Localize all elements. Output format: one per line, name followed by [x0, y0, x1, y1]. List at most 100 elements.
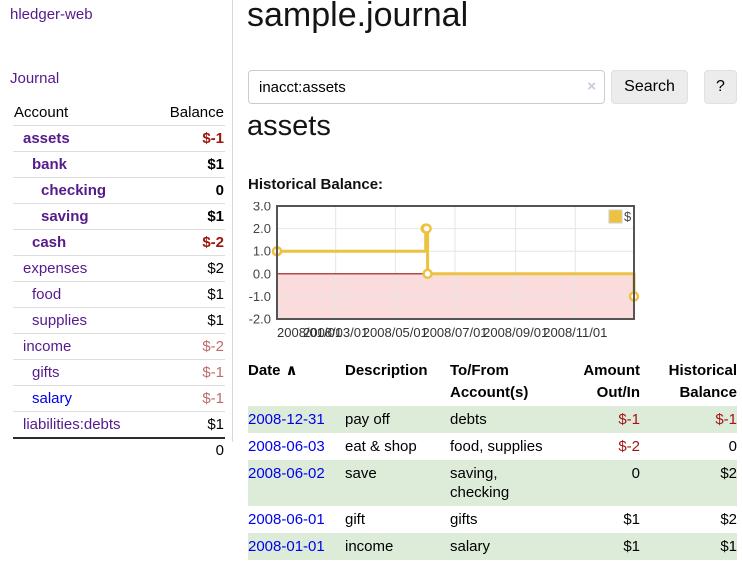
svg-text:2008/01/01: 2008/01/01: [277, 325, 342, 340]
register-row: 2008-01-01 income salary $1 $1: [248, 533, 737, 560]
account-heading: assets: [247, 110, 331, 142]
transaction-accounts: salary: [450, 538, 491, 555]
account-link-salary[interactable]: salary: [32, 390, 73, 407]
transaction-date-link[interactable]: 2008-06-03: [248, 438, 325, 455]
svg-text:-1.0: -1.0: [249, 289, 271, 304]
svg-text:-2.0: -2.0: [249, 312, 271, 327]
accounts-table-header: Account Balance: [13, 100, 225, 126]
register-header-row: Date ∧ Description To/From Account(s) Amount…: [248, 360, 737, 406]
transaction-date-link[interactable]: 2008-01-01: [248, 538, 325, 555]
transaction-amount: $-2: [618, 438, 640, 455]
transaction-date-link[interactable]: 2008-06-02: [248, 465, 325, 482]
app-brand-link[interactable]: hledger-web: [10, 6, 93, 23]
register-table: Date ∧ Description To/From Account(s) Amount…: [248, 360, 737, 560]
accounts-header-account: Account: [14, 104, 69, 121]
sidebar-item-journal[interactable]: Journal: [10, 70, 60, 87]
account-link-assets[interactable]: assets: [23, 130, 70, 147]
svg-text:2008/03/01: 2008/03/01: [303, 325, 368, 340]
account-balance: $1: [152, 151, 225, 178]
historical-balance-label: Historical Balance:: [248, 176, 384, 193]
page-title: sample.journal: [247, 0, 469, 34]
account-link-income[interactable]: income: [23, 338, 72, 355]
register-row: 2008-06-01 gift gifts $1 $2: [248, 506, 737, 533]
account-row: cash $-2: [13, 229, 225, 256]
accounts-total-row: 0: [13, 437, 225, 462]
account-row: salary $-1: [13, 385, 225, 412]
account-link-food[interactable]: food: [32, 286, 62, 303]
search-input[interactable]: [248, 70, 605, 104]
search-box: ×: [248, 70, 605, 104]
account-row: assets $-1: [13, 125, 225, 152]
accounts-table: Account Balance assets $-1 bank $1 checking 0…: [13, 100, 225, 462]
transaction-balance: $-1: [715, 411, 737, 428]
search-button[interactable]: Search: [611, 70, 688, 104]
account-link-bank[interactable]: bank: [32, 156, 68, 173]
account-balance: $-2: [152, 229, 225, 256]
register-col-amount-out-in: Amount Out/In: [583, 362, 640, 401]
account-link-checking[interactable]: checking: [41, 182, 107, 199]
transaction-accounts: debts: [450, 411, 487, 428]
accounts-total-value: 0: [13, 437, 225, 462]
account-row: liabilities:debts $1: [13, 411, 225, 438]
transaction-balance: 0: [728, 438, 737, 455]
transaction-accounts: saving, checking: [450, 465, 510, 501]
account-balance: 0: [152, 177, 225, 204]
account-balance: $1: [152, 307, 225, 334]
register-col-to-from-account-s-: To/From Account(s): [450, 362, 529, 401]
svg-text:2008/07/01: 2008/07/01: [422, 325, 487, 340]
account-link-expenses[interactable]: expenses: [23, 260, 88, 277]
transaction-date-link[interactable]: 2008-12-31: [248, 411, 325, 428]
help-button[interactable]: ?: [704, 70, 737, 104]
transaction-accounts: gifts: [450, 511, 478, 528]
accounts-header-balance: Balance: [169, 104, 224, 121]
register-col-date[interactable]: Date ∧: [248, 362, 298, 379]
legend-swatch: [608, 209, 623, 224]
transaction-balance: $2: [720, 511, 737, 528]
transaction-balance: $2: [720, 465, 737, 482]
transaction-amount: 0: [631, 465, 640, 482]
transaction-amount: $1: [623, 538, 640, 555]
balance-line-chart: $3.0 2.0 1.0 0.0 -1.0 -2.0 2008/01/012008/03/0…: [249, 199, 640, 340]
account-row: supplies $1: [13, 307, 225, 334]
historical-balance-chart: $3.0 2.0 1.0 0.0 -1.0 -2.0 2008/01/01 2008/03/0…: [243, 199, 643, 344]
transaction-description: save: [345, 465, 377, 482]
register-col-historical-balance: Historical Balance: [668, 362, 737, 401]
sidebar: hledger-web Journal Account Balance asse…: [0, 0, 233, 462]
transaction-description: gift: [345, 511, 366, 528]
account-balance: $1: [152, 411, 225, 438]
transaction-date-link[interactable]: 2008-06-01: [248, 511, 325, 528]
account-link-gifts[interactable]: gifts: [32, 364, 60, 381]
account-link-cash[interactable]: cash: [32, 234, 67, 251]
account-balance: $-1: [152, 359, 225, 386]
account-row: checking 0: [13, 177, 225, 204]
search-bar: × Search ?: [248, 70, 737, 104]
transaction-amount: $1: [623, 511, 640, 528]
register-row: 2008-06-02 save saving, checking 0 $2: [248, 460, 737, 506]
svg-text:1.0: 1.0: [253, 244, 271, 259]
register-col-description: Description: [345, 362, 428, 379]
account-balance: $2: [152, 255, 225, 282]
sort-ascending-icon[interactable]: ∧: [285, 362, 298, 379]
account-balance: $1: [152, 203, 225, 230]
transaction-description: pay off: [345, 411, 390, 428]
account-link-liabilities-debts[interactable]: liabilities:debts: [23, 416, 121, 433]
svg-text:3.0: 3.0: [253, 202, 271, 214]
account-balance: $-2: [152, 333, 225, 360]
transaction-description: eat & shop: [345, 438, 417, 455]
account-balance: $1: [152, 281, 225, 308]
account-balance: $-1: [152, 385, 225, 412]
transaction-amount: $-1: [618, 411, 640, 428]
register-row: 2008-06-03 eat & shop food, supplies $-2 0: [248, 433, 737, 460]
svg-text:0.0: 0.0: [253, 266, 271, 281]
account-link-supplies[interactable]: supplies: [32, 312, 88, 329]
account-row: income $-2: [13, 333, 225, 360]
account-link-saving[interactable]: saving: [41, 208, 89, 225]
transaction-description: income: [345, 538, 394, 555]
legend-label: $: [624, 209, 632, 224]
clear-search-icon[interactable]: ×: [587, 78, 596, 95]
register-row: 2008-12-31 pay off debts $-1 $-1: [248, 406, 737, 433]
svg-text:2008/05/01: 2008/05/01: [363, 325, 428, 340]
transaction-accounts: food, supplies: [450, 438, 543, 455]
transaction-balance: $1: [720, 538, 737, 555]
svg-text:2008/11/01: 2008/11/01: [543, 325, 607, 340]
